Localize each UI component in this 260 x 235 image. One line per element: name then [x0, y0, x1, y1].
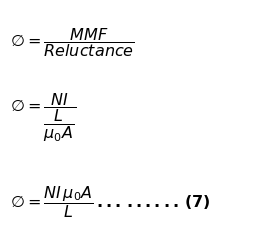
- Text: $\varnothing = \dfrac{\mathbf{\mathit{MMF}}}{\mathbf{\mathit{Reluctance}}}$: $\varnothing = \dfrac{\mathbf{\mathit{MM…: [10, 26, 135, 59]
- Text: $\varnothing = \dfrac{\mathbf{\mathit{NI}}}{\dfrac{\mathbf{\mathit{L}}}{\mathbf{: $\varnothing = \dfrac{\mathbf{\mathit{NI…: [10, 91, 77, 144]
- Text: $\varnothing = \dfrac{\mathbf{\mathit{NI\,\mu_0 A}}}{\mathbf{\mathit{L}}}$$\math: $\varnothing = \dfrac{\mathbf{\mathit{NI…: [10, 184, 211, 220]
